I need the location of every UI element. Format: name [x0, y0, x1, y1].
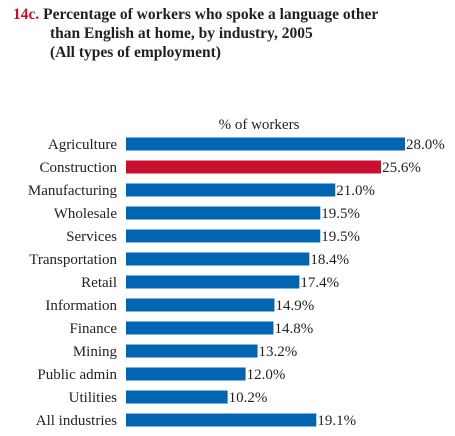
title-line-2: than English at home, by industry, 2005 [50, 25, 313, 42]
bar-finance [126, 321, 274, 335]
value-label-construction: 25.6% [382, 160, 421, 176]
bar-public-admin [126, 367, 246, 381]
category-label-transportation: Transportation [29, 252, 117, 268]
value-label-finance: 14.8% [274, 321, 313, 337]
title-text-1: Percentage of workers who spoke a langua… [43, 6, 379, 23]
category-label-construction: Construction [40, 160, 118, 176]
bar-mining [126, 344, 258, 358]
category-label-wholesale: Wholesale [54, 206, 118, 222]
value-label-manufacturing: 21.0% [336, 183, 375, 199]
category-label-public-admin: Public admin [37, 367, 117, 383]
bar-transportation [126, 252, 310, 266]
bar-manufacturing [126, 183, 336, 197]
value-label-transportation: 18.4% [310, 252, 349, 268]
value-label-utilities: 10.2% [229, 390, 268, 406]
x-axis-label: % of workers [219, 117, 300, 133]
bar-wholesale [126, 206, 321, 220]
category-label-all-industries: All industries [36, 413, 117, 429]
value-label-agriculture: 28.0% [406, 137, 445, 153]
bar-retail [126, 275, 300, 289]
bar-agriculture [126, 137, 405, 151]
title-line-3: (All types of employment) [50, 44, 221, 61]
value-label-services: 19.5% [321, 229, 360, 245]
category-label-information: Information [45, 298, 117, 314]
category-label-agriculture: Agriculture [48, 137, 117, 153]
value-label-retail: 17.4% [300, 275, 339, 291]
chart-title: 14c. Percentage of workers who spoke a l… [13, 5, 448, 62]
value-label-all-industries: 19.1% [317, 413, 356, 429]
bar-construction [126, 160, 382, 174]
value-label-mining: 13.2% [259, 344, 298, 360]
bar-all-industries [126, 413, 317, 427]
value-label-wholesale: 19.5% [321, 206, 360, 222]
bar-information [126, 298, 275, 312]
value-label-public-admin: 12.0% [247, 367, 286, 383]
category-label-mining: Mining [73, 344, 118, 360]
category-label-retail: Retail [81, 275, 117, 291]
bar-utilities [126, 390, 228, 404]
title-line-1: 14c. Percentage of workers who spoke a l… [13, 5, 448, 24]
category-label-finance: Finance [70, 321, 118, 337]
category-label-utilities: Utilities [69, 390, 117, 406]
figure-number: 14c. [13, 6, 40, 23]
category-label-manufacturing: Manufacturing [28, 183, 118, 199]
value-label-information: 14.9% [275, 298, 314, 314]
bar-services [126, 229, 321, 243]
category-label-services: Services [66, 229, 117, 245]
